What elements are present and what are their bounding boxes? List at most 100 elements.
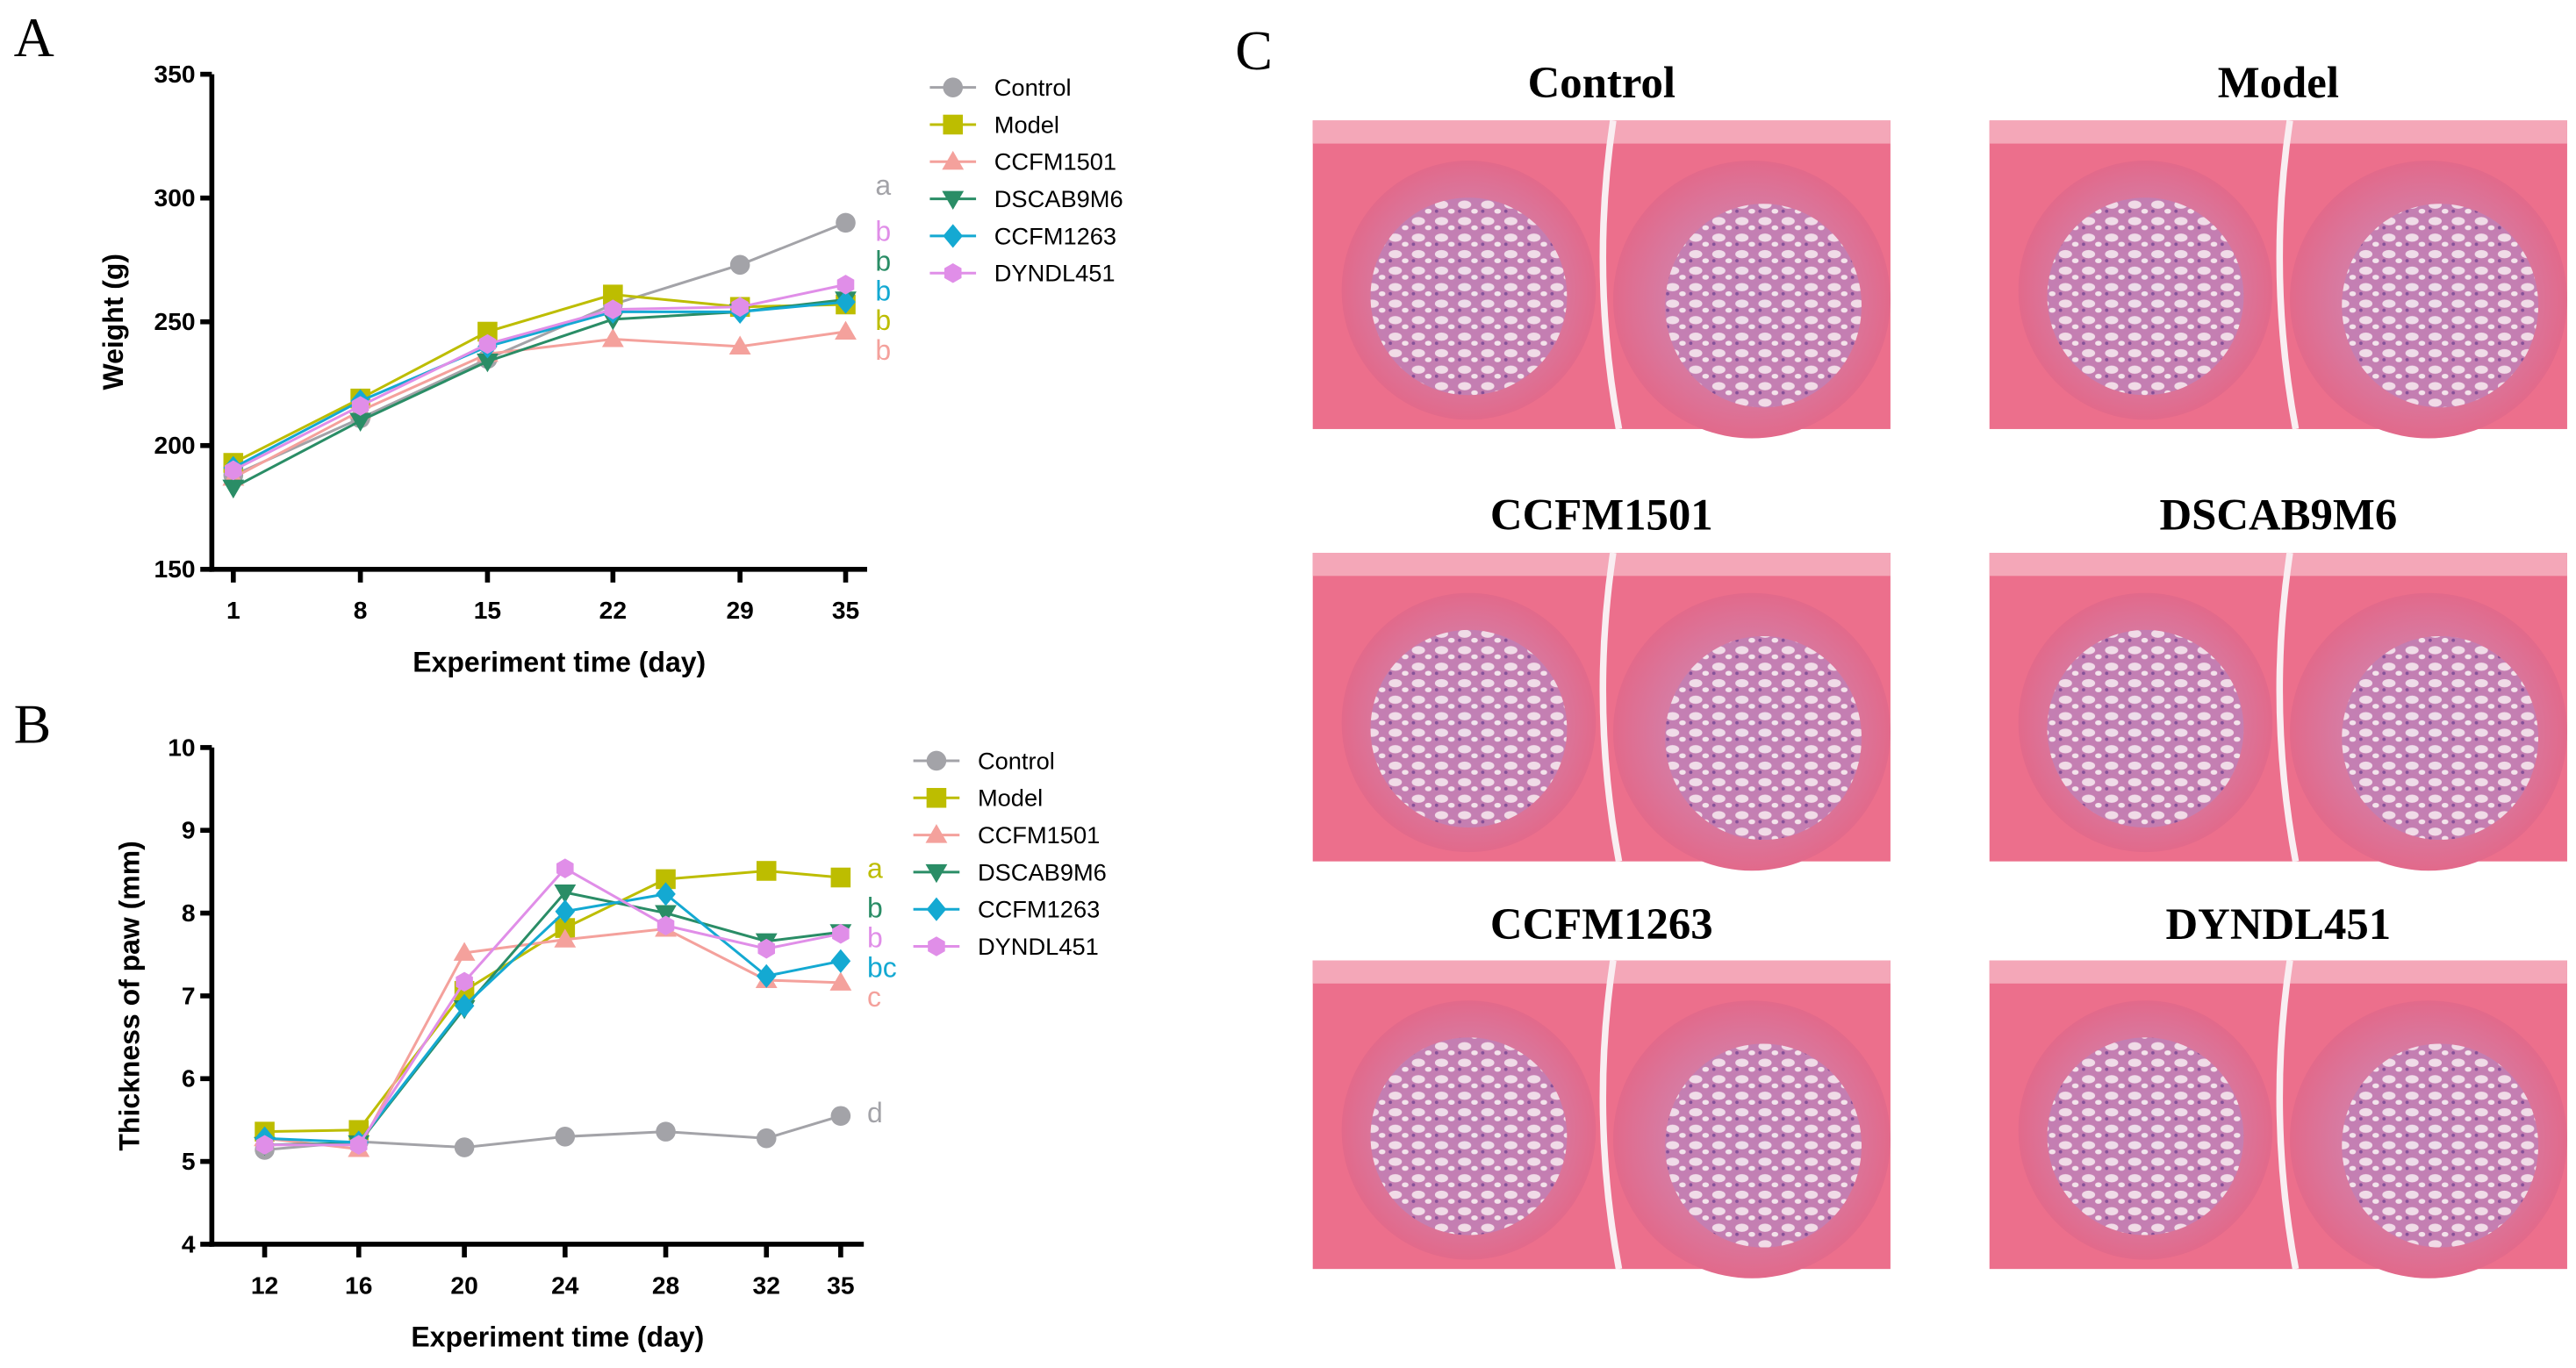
significance-letter: bc bbox=[867, 951, 897, 983]
x-tick-label: 35 bbox=[827, 1271, 854, 1299]
y-tick-label: 9 bbox=[182, 816, 196, 844]
x-tick-label: 28 bbox=[652, 1271, 679, 1299]
trabecular-right bbox=[2342, 1043, 2539, 1248]
series-line bbox=[233, 330, 846, 479]
joint-space bbox=[2276, 119, 2300, 430]
histology-image-ccfm1263: CCFM1263 bbox=[1312, 899, 1891, 1278]
x-tick-label: 15 bbox=[474, 596, 501, 624]
data-point bbox=[456, 971, 473, 992]
legend-label: Control bbox=[978, 747, 1055, 774]
legend-marker bbox=[943, 224, 964, 248]
data-point bbox=[477, 321, 498, 342]
histology-panel: Control Model CCFM1501 DSCAB9M6 CCFM1263 DYND… bbox=[1312, 58, 2567, 1278]
series-dscab9m6 bbox=[222, 291, 857, 499]
x-tick-label: 24 bbox=[551, 1271, 579, 1299]
series-control bbox=[255, 1106, 851, 1160]
significance-letter: b bbox=[867, 892, 883, 924]
histology-image-control: Control bbox=[1312, 58, 1891, 439]
legend-label: CCFM1263 bbox=[978, 896, 1100, 923]
x-tick-label: 12 bbox=[251, 1271, 278, 1299]
trabecular-left bbox=[2047, 197, 2244, 396]
data-point bbox=[656, 869, 676, 890]
legend-marker bbox=[944, 262, 962, 283]
x-tick-label: 16 bbox=[345, 1271, 372, 1299]
histology-title: Control bbox=[1528, 58, 1675, 107]
series-model bbox=[255, 861, 851, 1142]
soft-tissue bbox=[1989, 120, 2567, 144]
legend-marker bbox=[925, 824, 948, 843]
series-line bbox=[264, 927, 841, 1151]
x-tick-label: 32 bbox=[753, 1271, 780, 1299]
trabecular-left bbox=[2047, 1037, 2244, 1235]
legend-marker bbox=[943, 114, 964, 135]
data-point bbox=[830, 1106, 851, 1127]
significance-letter: c bbox=[867, 981, 881, 1013]
trabecular-right bbox=[1665, 1043, 1862, 1248]
x-tick-label: 1 bbox=[226, 596, 240, 624]
y-tick-label: 8 bbox=[182, 899, 196, 927]
data-point bbox=[255, 1135, 274, 1156]
series-ccfm1263 bbox=[223, 290, 856, 480]
trabecular-right bbox=[1665, 204, 1862, 408]
trabecular-left bbox=[1370, 629, 1568, 827]
legend-marker bbox=[925, 863, 948, 884]
trabecular-right bbox=[2342, 635, 2539, 841]
series-line bbox=[264, 892, 842, 1144]
histology-image-model: Model bbox=[1989, 58, 2567, 439]
legend-label: DSCAB9M6 bbox=[978, 858, 1107, 885]
series-line bbox=[264, 869, 841, 1134]
histology-title: Model bbox=[2218, 58, 2339, 107]
data-point bbox=[454, 993, 475, 1018]
panel-label-c: C bbox=[1235, 19, 1273, 82]
series-line bbox=[233, 300, 846, 469]
data-point bbox=[832, 923, 850, 944]
data-point bbox=[756, 1128, 777, 1149]
y-tick-label: 250 bbox=[154, 307, 196, 335]
data-point bbox=[351, 396, 370, 416]
trabecular-right bbox=[1665, 635, 1862, 841]
significance-letter: b bbox=[875, 275, 891, 306]
x-tick-label: 35 bbox=[832, 596, 859, 624]
data-point bbox=[729, 254, 750, 276]
data-point bbox=[657, 915, 675, 936]
data-point bbox=[836, 212, 856, 233]
y-tick-label: 200 bbox=[154, 431, 196, 459]
data-point bbox=[554, 928, 577, 948]
panel-label-b: B bbox=[14, 692, 52, 755]
significance-letter: b bbox=[875, 304, 891, 336]
soft-tissue bbox=[1312, 120, 1891, 144]
legend-label: DYNDL451 bbox=[978, 933, 1099, 960]
data-point bbox=[728, 335, 751, 355]
data-point bbox=[756, 963, 777, 988]
data-point bbox=[556, 858, 574, 878]
x-axis-title: Experiment time (day) bbox=[411, 1321, 704, 1353]
legend-label: CCFM1263 bbox=[994, 222, 1116, 249]
significance-letter: b bbox=[875, 216, 891, 247]
data-point bbox=[756, 861, 777, 881]
series-dscab9m6 bbox=[254, 884, 852, 1157]
data-point bbox=[454, 1137, 475, 1157]
data-point bbox=[604, 299, 622, 319]
series-dyndl451 bbox=[255, 858, 850, 1156]
significance-letter: d bbox=[867, 1097, 883, 1128]
legend-marker bbox=[926, 750, 947, 771]
data-point bbox=[601, 328, 624, 347]
soft-tissue bbox=[1989, 552, 2567, 577]
significance-letter: b bbox=[875, 334, 891, 366]
y-tick-label: 4 bbox=[182, 1229, 196, 1257]
histology-image-dyndl451: DYNDL451 bbox=[1989, 899, 2567, 1278]
significance-letter: b bbox=[875, 245, 891, 276]
significance-letter: a bbox=[867, 852, 883, 884]
data-point bbox=[349, 412, 372, 432]
panel-label-a: A bbox=[14, 6, 54, 68]
soft-tissue bbox=[1312, 960, 1891, 984]
trabecular-left bbox=[2047, 629, 2244, 827]
y-tick-label: 6 bbox=[182, 1064, 196, 1092]
y-tick-label: 7 bbox=[182, 981, 196, 1009]
data-point bbox=[836, 275, 855, 295]
significance-letter: a bbox=[875, 169, 891, 201]
joint-space bbox=[2276, 552, 2300, 863]
histology-image-dscab9m6: DSCAB9M6 bbox=[1989, 491, 2567, 871]
data-point bbox=[555, 899, 576, 924]
